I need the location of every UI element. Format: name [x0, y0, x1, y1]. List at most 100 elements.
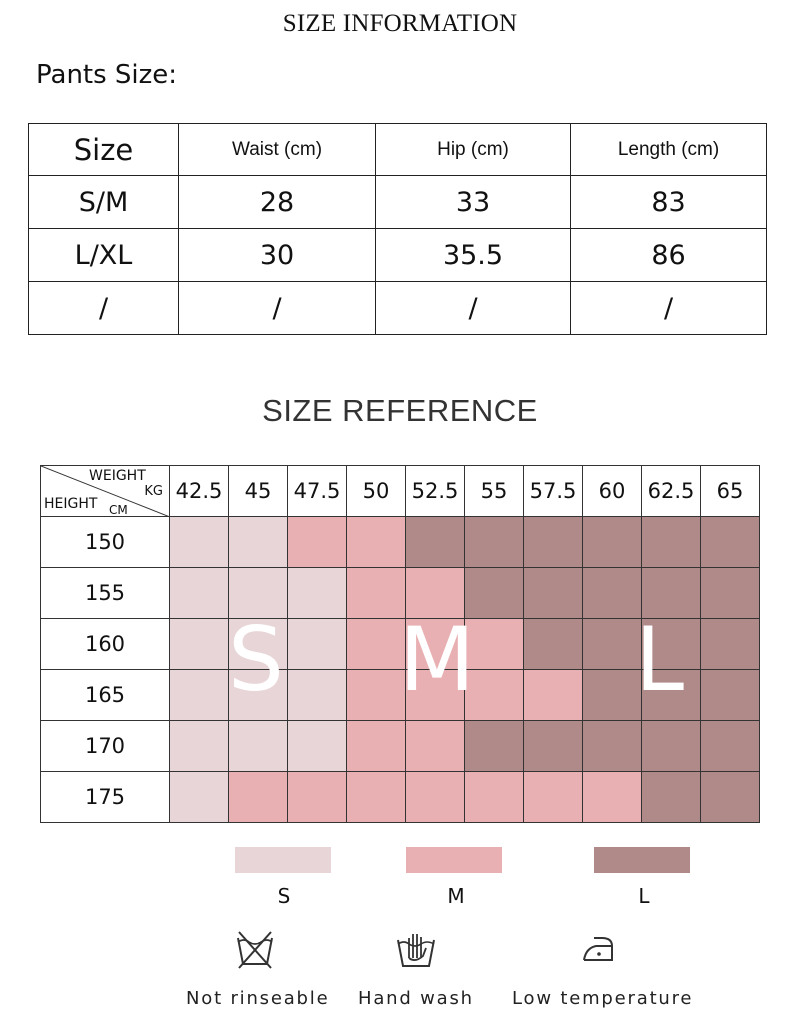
weight-header: 57.5 [523, 465, 583, 517]
legend-label-l: L [638, 884, 650, 908]
size-cell-s [287, 720, 347, 772]
size-cell-m [523, 669, 583, 721]
big-letter-m: M [399, 608, 475, 711]
page-title: SIZE INFORMATION [282, 10, 518, 37]
size-cell-m [346, 720, 406, 772]
corner-diagonal [41, 466, 170, 517]
grid-corner: WEIGHT KG HEIGHT CM [40, 465, 170, 517]
grid-row: 155 [40, 567, 760, 619]
pants-size-label: Pants Size: [36, 60, 178, 90]
size-cell-l [641, 567, 701, 619]
hand-wash-icon [397, 934, 435, 967]
height-cell: 170 [40, 720, 170, 772]
cell-waist: 28 [178, 175, 376, 229]
cell-size: / [28, 281, 179, 335]
grid-row: 165 [40, 669, 760, 721]
care-label-hand-wash: Hand wash [358, 988, 474, 1009]
size-cell-m [346, 771, 406, 823]
legend-swatch-l [594, 847, 690, 873]
legend-swatch-s [235, 847, 331, 873]
size-cell-l [523, 720, 583, 772]
grid-row: 150 [40, 516, 760, 568]
size-reference-title: SIZE REFERENCE [262, 393, 538, 428]
size-cell-l [523, 618, 583, 670]
size-cell-m [228, 771, 288, 823]
table-row: L/XL 30 35.5 86 [28, 228, 767, 282]
cell-hip: 33 [375, 175, 571, 229]
weight-header: 55 [464, 465, 524, 517]
size-cell-m [464, 771, 524, 823]
cell-length: 86 [570, 228, 767, 282]
size-cell-m [405, 567, 465, 619]
size-cell-l [405, 516, 465, 568]
height-label: HEIGHT [44, 496, 98, 512]
pants-table-header: Size Waist (cm) Hip (cm) Length (cm) [28, 123, 767, 176]
weight-header: 65 [700, 465, 760, 517]
size-cell-m [582, 771, 642, 823]
legend-label-s: S [277, 884, 291, 908]
size-cell-l [523, 567, 583, 619]
size-cell-l [582, 720, 642, 772]
care-label-low-temperature: Low temperature [512, 988, 694, 1009]
header-size: Size [28, 123, 179, 176]
legend-swatch-m [406, 847, 502, 873]
size-cell-m [464, 669, 524, 721]
table-row: / / / / [28, 281, 767, 335]
size-cell-s [228, 720, 288, 772]
size-cell-s [169, 669, 229, 721]
size-cell-l [700, 771, 760, 823]
size-cell-m [346, 516, 406, 568]
cell-waist: 30 [178, 228, 376, 282]
size-cell-l [700, 567, 760, 619]
size-cell-s [228, 567, 288, 619]
header-waist: Waist (cm) [178, 123, 376, 176]
header-hip: Hip (cm) [375, 123, 571, 176]
height-cell: 175 [40, 771, 170, 823]
grid-header-row: WEIGHT KG HEIGHT CM 42.5 45 47.5 50 52.5 55 57… [40, 465, 760, 517]
size-cell-m [405, 669, 465, 721]
table-row: S/M 28 33 83 [28, 175, 767, 229]
size-cell-l [641, 720, 701, 772]
no-wash-icon [237, 931, 273, 969]
cm-label: CM [109, 503, 128, 517]
size-cell-s [169, 720, 229, 772]
size-cell-s [287, 618, 347, 670]
low-temp-iron-icon [583, 937, 613, 961]
grid-row: 170 [40, 720, 760, 772]
big-letter-l: L [635, 608, 685, 711]
weight-header: 52.5 [405, 465, 465, 517]
size-cell-m [346, 567, 406, 619]
size-cell-m [523, 771, 583, 823]
size-cell-m [346, 669, 406, 721]
weight-header: 50 [346, 465, 406, 517]
size-cell-m [287, 771, 347, 823]
size-cell-m [464, 618, 524, 670]
size-cell-l [464, 516, 524, 568]
size-cell-l [582, 669, 642, 721]
size-cell-l [464, 567, 524, 619]
height-cell: 160 [40, 618, 170, 670]
size-cell-l [582, 516, 642, 568]
size-cell-l [582, 618, 642, 670]
cell-hip: / [375, 281, 571, 335]
height-cell: 165 [40, 669, 170, 721]
size-cell-m [405, 618, 465, 670]
size-cell-s [228, 618, 288, 670]
weight-header: 47.5 [287, 465, 347, 517]
header-length: Length (cm) [570, 123, 767, 176]
cell-size: L/XL [28, 228, 179, 282]
weight-header: 62.5 [641, 465, 701, 517]
size-cell-l [641, 516, 701, 568]
size-cell-s [169, 771, 229, 823]
weight-label: WEIGHT [89, 468, 146, 484]
cell-waist: / [178, 281, 376, 335]
size-cell-l [700, 618, 760, 670]
size-cell-s [228, 516, 288, 568]
size-cell-m [287, 516, 347, 568]
size-cell-s [169, 618, 229, 670]
height-cell: 155 [40, 567, 170, 619]
weight-header: 42.5 [169, 465, 229, 517]
size-cell-l [700, 669, 760, 721]
size-cell-l [582, 567, 642, 619]
size-cell-s [169, 567, 229, 619]
